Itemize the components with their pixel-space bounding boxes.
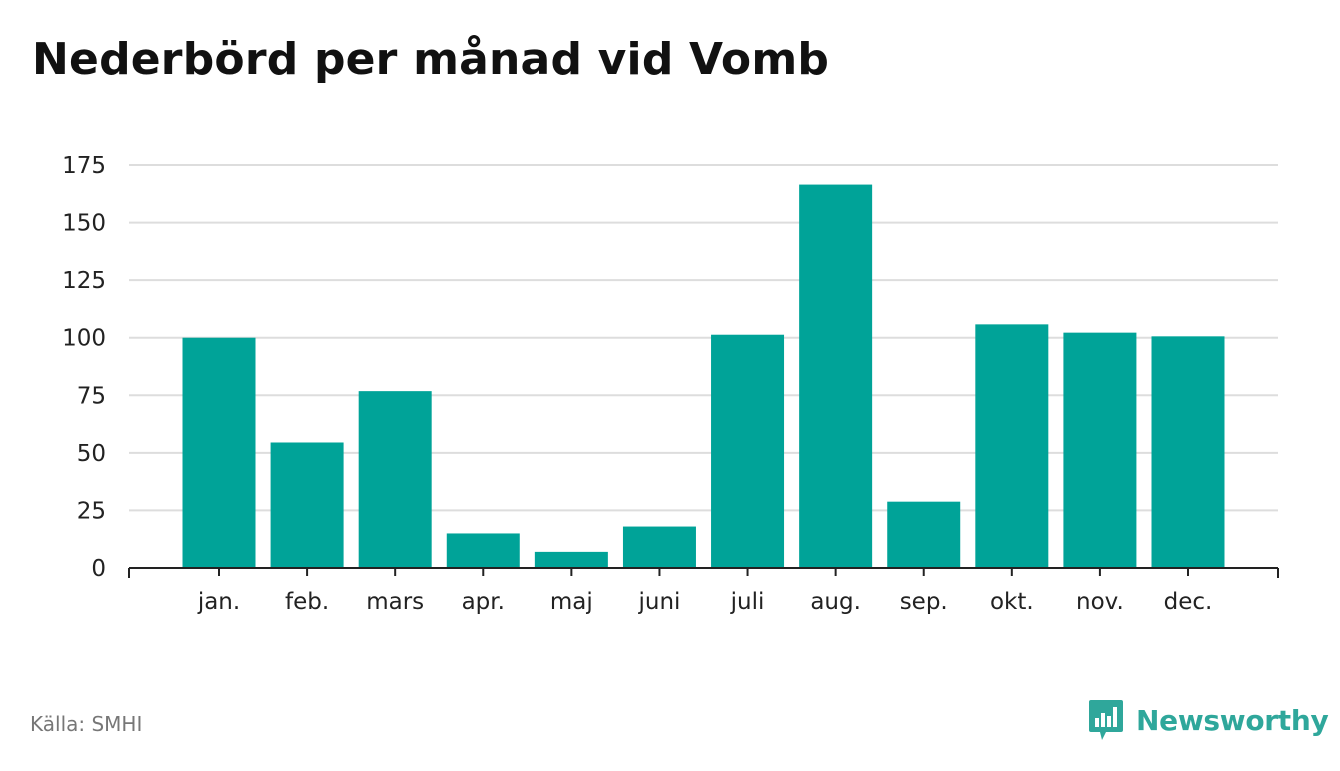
bar-jan: [182, 337, 256, 568]
y-tick-label: 25: [77, 498, 106, 524]
bar-apr: [446, 533, 520, 568]
bar-mars: [358, 391, 432, 568]
x-tick-label: jan.: [197, 589, 240, 615]
x-tick-labels: jan. feb. mars apr. maj juni juli aug. sep. okt. n…: [197, 589, 1213, 615]
bar-juni: [622, 526, 696, 568]
x-tick-label: dec.: [1164, 589, 1213, 615]
y-tick-label: 175: [62, 153, 106, 179]
x-tick-label: apr.: [462, 589, 505, 615]
bar-dec: [1151, 336, 1225, 568]
axes: [128, 567, 1279, 578]
bar-okt: [975, 324, 1049, 568]
chart-title: Nederbörd per månad vid Vomb: [32, 34, 830, 85]
y-tick-label: 50: [77, 441, 106, 467]
y-tick-label: 150: [62, 211, 106, 237]
bar-nov: [1063, 332, 1137, 568]
x-tick-label: maj: [550, 589, 593, 615]
x-tick-label: sep.: [900, 589, 948, 615]
bar-maj: [534, 551, 608, 568]
x-tick-label: feb.: [285, 589, 329, 615]
bar-sep: [887, 501, 961, 568]
x-tick-label: mars: [366, 589, 424, 615]
bar-juli: [711, 334, 785, 568]
source-note: Källa: SMHI: [30, 712, 143, 736]
x-tick-label: juni: [637, 589, 680, 615]
x-tick-label: juli: [730, 589, 765, 615]
y-tick-label: 0: [91, 556, 106, 582]
y-tick-label: 75: [77, 383, 106, 409]
y-tick-label: 125: [62, 268, 106, 294]
newsworthy-logo-icon: [1089, 700, 1123, 740]
bar-feb: [270, 442, 344, 568]
bar-aug: [799, 184, 873, 568]
brand-name: Newsworthy: [1136, 703, 1329, 737]
x-tick-label: nov.: [1076, 589, 1124, 615]
x-tick-label: aug.: [810, 589, 861, 615]
brand[interactable]: Newsworthy: [1088, 698, 1329, 742]
bars: [182, 184, 1225, 568]
x-tick-label: okt.: [990, 589, 1034, 615]
y-tick-label: 100: [62, 326, 106, 352]
y-tick-labels: 0 25 50 75 100 125 150 175: [62, 153, 106, 582]
